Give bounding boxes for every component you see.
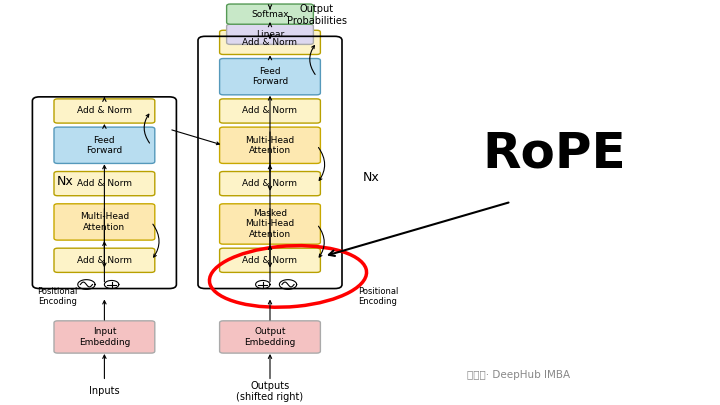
FancyBboxPatch shape	[220, 99, 320, 123]
FancyBboxPatch shape	[220, 204, 320, 244]
Text: Multi-Head
Attention: Multi-Head Attention	[80, 212, 129, 232]
Text: Multi-Head
Attention: Multi-Head Attention	[246, 136, 294, 155]
Text: Feed
Forward: Feed Forward	[86, 136, 122, 155]
FancyBboxPatch shape	[227, 24, 313, 45]
Text: Add & Norm: Add & Norm	[243, 38, 297, 47]
Text: Nx: Nx	[362, 171, 379, 184]
Text: Feed
Forward: Feed Forward	[252, 67, 288, 86]
Text: Output
Embedding: Output Embedding	[244, 327, 296, 347]
Text: Linear: Linear	[256, 30, 284, 39]
Text: Input
Embedding: Input Embedding	[78, 327, 130, 347]
FancyBboxPatch shape	[220, 171, 320, 196]
FancyBboxPatch shape	[220, 30, 320, 55]
Text: Add & Norm: Add & Norm	[243, 107, 297, 115]
Text: Add & Norm: Add & Norm	[243, 179, 297, 188]
FancyBboxPatch shape	[54, 171, 155, 196]
Text: RoPE: RoPE	[482, 129, 626, 177]
Text: 公众号· DeepHub IMBA: 公众号· DeepHub IMBA	[467, 370, 570, 380]
Text: Softmax: Softmax	[251, 10, 289, 19]
Text: Add & Norm: Add & Norm	[77, 256, 132, 265]
FancyBboxPatch shape	[54, 127, 155, 164]
FancyBboxPatch shape	[220, 58, 320, 95]
FancyBboxPatch shape	[54, 248, 155, 273]
FancyBboxPatch shape	[220, 248, 320, 273]
Text: Masked
Multi-Head
Attention: Masked Multi-Head Attention	[246, 209, 294, 239]
FancyBboxPatch shape	[220, 127, 320, 164]
FancyBboxPatch shape	[220, 321, 320, 353]
Text: Positional
Encoding: Positional Encoding	[37, 287, 78, 306]
FancyBboxPatch shape	[54, 321, 155, 353]
Text: Output
Probabilities: Output Probabilities	[287, 4, 347, 26]
Text: Nx: Nx	[56, 175, 73, 188]
FancyBboxPatch shape	[227, 4, 313, 24]
FancyBboxPatch shape	[54, 99, 155, 123]
Text: Outputs
(shifted right): Outputs (shifted right)	[236, 381, 304, 402]
Text: Inputs: Inputs	[89, 386, 120, 396]
Text: Add & Norm: Add & Norm	[77, 179, 132, 188]
FancyBboxPatch shape	[54, 204, 155, 240]
Text: Add & Norm: Add & Norm	[77, 107, 132, 115]
Text: Positional
Encoding: Positional Encoding	[358, 287, 398, 306]
Text: Add & Norm: Add & Norm	[243, 256, 297, 265]
